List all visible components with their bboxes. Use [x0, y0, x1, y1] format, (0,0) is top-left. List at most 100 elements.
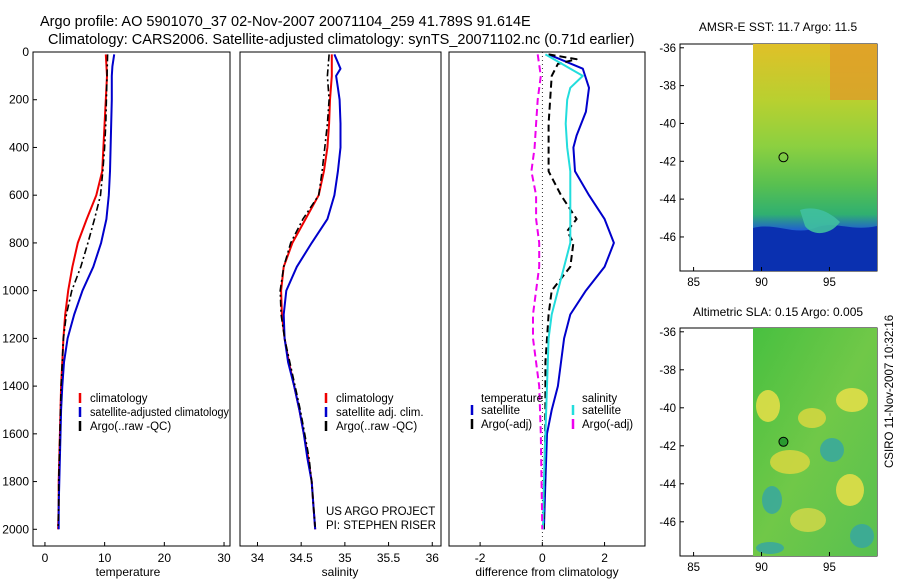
- y-tick-label: 1800: [2, 475, 29, 489]
- lon-tick-label: 85: [687, 562, 700, 574]
- sla-blob: [762, 486, 782, 514]
- difference-xlabel: difference from climatology: [475, 565, 618, 579]
- lat-tick-label: -46: [659, 232, 676, 244]
- lat-tick-label: -44: [659, 194, 676, 206]
- lon-tick-label: 90: [755, 562, 768, 574]
- sst-lon-ticks: 85 90 95: [687, 267, 836, 289]
- y-tick-label: 1000: [2, 284, 29, 298]
- sla-argo-marker: [778, 436, 789, 447]
- sla-map-panel: Altimetric SLA: 0.15 Argo: 0.005 85 90 95 …: [659, 305, 878, 574]
- depth-ticks: 0 200 400 600 800 1000 1200 1400 1600 1800 2000: [2, 45, 37, 536]
- legend-label: satellite: [582, 405, 621, 417]
- sla-blob: [820, 438, 844, 462]
- sla-blob: [756, 542, 784, 554]
- salinity-panel: 34 34.5 35 35.5 36 climatology satellite adj.…: [239, 51, 442, 579]
- sla-blob: [850, 524, 874, 548]
- sst-warm-patch: [830, 44, 877, 100]
- series-argo-raw-qc-: [57, 54, 109, 527]
- temperature-xlabel: temperature: [96, 565, 161, 579]
- sla-blob: [836, 474, 864, 506]
- lat-tick-label: -42: [659, 156, 676, 168]
- x-tick-label: 34: [251, 551, 265, 565]
- x-tick-label: 0: [42, 551, 49, 565]
- series-argo-raw-qc-: [279, 54, 330, 527]
- sst-map-panel: AMSR-E SST: 11.7 Argo: 11.5 85 90 95 -36-3…: [659, 20, 878, 289]
- sla-blob: [798, 408, 826, 428]
- series-temperature-satellite: [542, 53, 615, 530]
- y-tick-label: 400: [9, 140, 29, 154]
- x-tick-label: 2: [601, 551, 608, 565]
- lat-tick-label: -40: [659, 403, 676, 415]
- y-tick-label: 1200: [2, 331, 29, 345]
- series-salinity-argo-adj-: [530, 54, 544, 530]
- legend-label: climatology: [336, 393, 394, 405]
- sla-blob: [756, 390, 780, 422]
- sla-blob: [790, 508, 826, 532]
- legend-label: Argo(-adj): [582, 419, 633, 431]
- y-tick-label: 200: [9, 93, 29, 107]
- x-tick-label: 20: [158, 551, 172, 565]
- lat-tick-label: -42: [659, 441, 676, 453]
- lon-tick-label: 95: [823, 562, 836, 574]
- sla-anomaly-blobs: [756, 388, 874, 554]
- lat-tick-label: -40: [659, 118, 676, 130]
- lon-tick-label: 90: [755, 277, 768, 289]
- difference-legend: temperature salinity satellite Argo(-adj)…: [470, 393, 633, 431]
- sst-lat-ticks: -36 -38 -40 -42 -44 -46: [659, 43, 684, 244]
- x-tick-label: 30: [217, 551, 231, 565]
- lon-tick-label: 85: [687, 277, 700, 289]
- sst-cold-front: [753, 225, 877, 271]
- legend-header-temperature: temperature: [481, 393, 543, 405]
- legend-label: satellite: [481, 405, 520, 417]
- x-tick-label: 35.5: [377, 551, 401, 565]
- legend-label: satellite-adjusted climatology: [90, 407, 229, 419]
- legend-label: satellite adj. clim.: [336, 407, 424, 419]
- temperature-panel: 0 200 400 600 800 1000 1200 1400 1600 1800 2000 0 1…: [2, 45, 231, 579]
- x-tick-label: 0: [539, 551, 546, 565]
- sst-mid-tongue: [800, 208, 840, 234]
- temperature-legend: climatology satellite-adjusted climatolog…: [78, 393, 229, 433]
- salinity-xlabel: salinity: [322, 565, 359, 579]
- x-tick-label: 10: [98, 551, 112, 565]
- lat-tick-label: -36: [659, 327, 676, 339]
- credit-stamp: CSIRO 11-Nov-2007 10:32:16: [884, 315, 896, 468]
- y-tick-label: 600: [9, 188, 29, 202]
- lat-tick-label: -38: [659, 365, 676, 377]
- legend-header-salinity: salinity: [582, 393, 617, 405]
- lat-tick-label: -44: [659, 479, 676, 491]
- temperature-axes: [32, 51, 231, 547]
- salinity-ticks: 34 34.5 35 35.5 36: [251, 542, 439, 565]
- lat-tick-label: -38: [659, 81, 676, 93]
- y-tick-label: 1600: [2, 427, 29, 441]
- y-tick-label: 0: [22, 45, 29, 59]
- sla-lon-ticks: 85 90 95: [687, 552, 836, 574]
- difference-axes: [448, 51, 646, 547]
- sla-map-title: Altimetric SLA: 0.15 Argo: 0.005: [693, 305, 863, 319]
- sst-map-title: AMSR-E SST: 11.7 Argo: 11.5: [699, 20, 858, 34]
- sla-lat-ticks: -36 -38 -40 -42 -44 -46: [659, 327, 684, 529]
- figure-title-line1: Argo profile: AO 5901070_37 02-Nov-2007 …: [40, 14, 531, 30]
- y-tick-label: 2000: [2, 522, 29, 536]
- difference-series: [530, 52, 615, 546]
- legend-label: Argo(-adj): [481, 419, 532, 431]
- sla-blob: [770, 450, 810, 474]
- salinity-annotation-project: US ARGO PROJECT: [326, 506, 435, 518]
- series-salinity-satellite: [542, 53, 584, 530]
- temperature-ticks: 0 10 20 30: [42, 542, 231, 565]
- legend-label: climatology: [90, 393, 148, 405]
- y-tick-label: 1400: [2, 379, 29, 393]
- legend-label: Argo(..raw -QC): [336, 421, 417, 433]
- x-tick-label: 36: [426, 551, 440, 565]
- figure-title-line2: Climatology: CARS2006. Satellite-adjuste…: [48, 32, 635, 48]
- x-tick-label: -2: [475, 551, 486, 565]
- lon-tick-label: 95: [823, 277, 836, 289]
- sst-argo-marker: [778, 152, 789, 163]
- x-tick-label: 34.5: [289, 551, 313, 565]
- salinity-series: [279, 54, 342, 530]
- lat-tick-label: -36: [659, 43, 676, 55]
- series-satellite-adj-clim-: [282, 54, 342, 530]
- difference-panel: -2 0 2 temperature salinity satellite Argo(…: [448, 51, 646, 579]
- legend-label: Argo(..raw -QC): [90, 421, 171, 433]
- salinity-legend: climatology satellite adj. clim. Argo(..ra…: [324, 393, 424, 433]
